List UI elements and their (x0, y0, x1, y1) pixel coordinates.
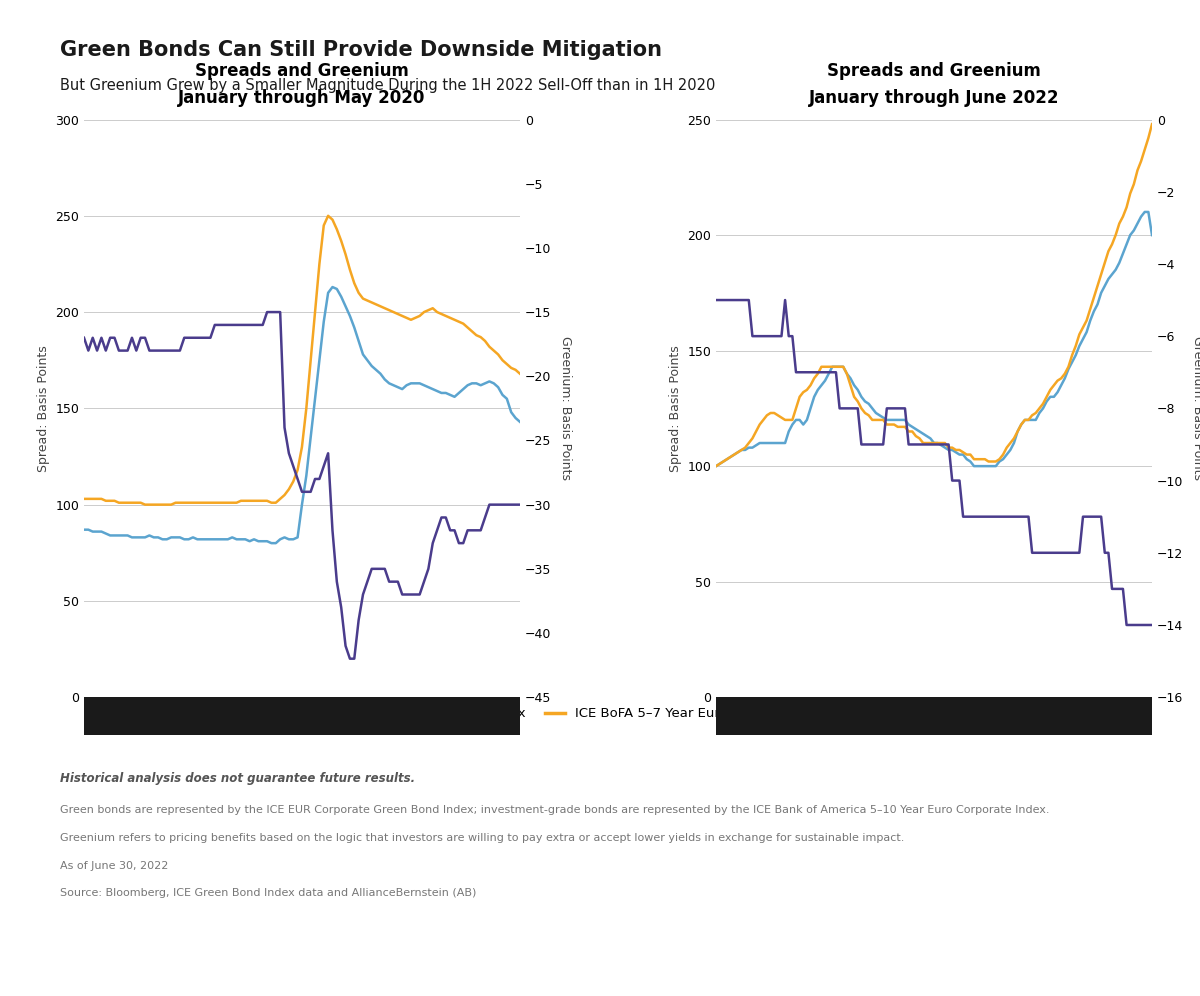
Text: Green bonds are represented by the ICE EUR Corporate Green Bond Index; investmen: Green bonds are represented by the ICE E… (60, 805, 1050, 815)
Y-axis label: Spread: Basis Points: Spread: Basis Points (668, 345, 682, 472)
Text: As of June 30, 2022: As of June 30, 2022 (60, 861, 168, 871)
Text: But Greenium Grew by a Smaller Magnitude During the 1H 2022 Sell-Off than in 1H : But Greenium Grew by a Smaller Magnitude… (60, 78, 715, 93)
Text: Historical analysis does not guarantee future results.: Historical analysis does not guarantee f… (60, 772, 415, 785)
Y-axis label: Greenium: Basis Points: Greenium: Basis Points (1192, 337, 1200, 480)
Y-axis label: Spread: Basis Points: Spread: Basis Points (37, 345, 49, 472)
Text: Greenium refers to pricing benefits based on the logic that investors are willin: Greenium refers to pricing benefits base… (60, 833, 905, 843)
Legend: ICE Euro Corporate Green Bond Index, ICE BoFA 5–7 Year Euro Corporate Index, Gre: ICE Euro Corporate Green Bond Index, ICE… (239, 702, 961, 725)
Text: Source: Bloomberg, ICE Green Bond Index data and AllianceBernstein (AB): Source: Bloomberg, ICE Green Bond Index … (60, 888, 476, 898)
Title: Spreads and Greenium
January through June 2022: Spreads and Greenium January through Jun… (809, 63, 1060, 107)
Y-axis label: Greenium: Basis Points: Greenium: Basis Points (559, 337, 572, 480)
Title: Spreads and Greenium
January through May 2020: Spreads and Greenium January through May… (179, 63, 426, 107)
Text: Green Bonds Can Still Provide Downside Mitigation: Green Bonds Can Still Provide Downside M… (60, 40, 662, 60)
